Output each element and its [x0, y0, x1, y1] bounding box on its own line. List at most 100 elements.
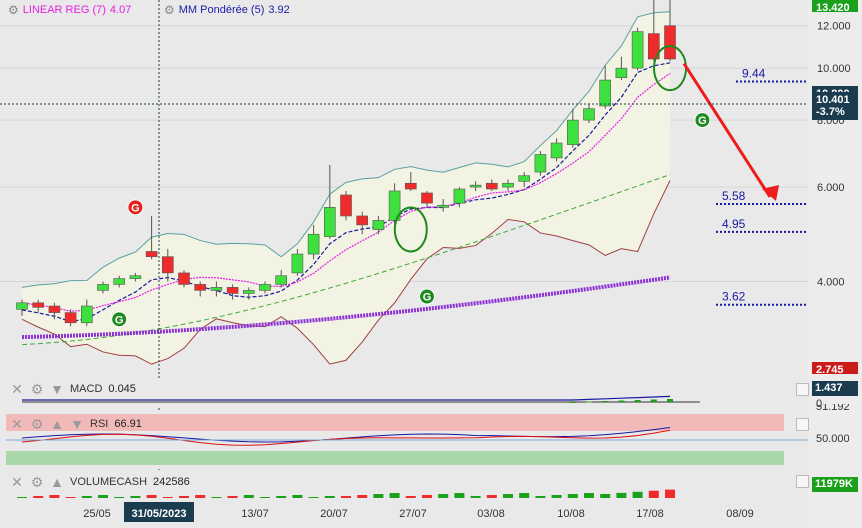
candle-body [81, 305, 93, 324]
macd-histogram-bar [650, 399, 657, 402]
volume-bar [324, 496, 335, 498]
mm-legend[interactable]: ⚙ MM Pondérée (5) 3.92 [164, 2, 290, 18]
price-tick-label: 4.000 [817, 276, 845, 288]
bottom-price-badge-bg [812, 362, 858, 374]
volume-bar [486, 495, 497, 498]
overlay-layer [393, 45, 779, 253]
rsi-checkbox[interactable] [796, 418, 809, 431]
gear-icon[interactable]: ⚙ [164, 3, 175, 17]
volume-bar [114, 497, 125, 498]
candle-body [534, 154, 547, 173]
candle-body [647, 33, 660, 60]
price-tick-label: 12.000 [817, 21, 851, 33]
candle-body [275, 275, 288, 285]
rsi-header: ✕ ⚙ ▲ ▼ RSI 66.91 [10, 415, 142, 433]
rsi-partial-badge: 51.192 [816, 404, 850, 413]
close-icon[interactable]: ✕ [11, 473, 23, 490]
mm-ponderee-line [21, 62, 671, 323]
macd-pane [22, 395, 700, 403]
volume-bar [130, 496, 141, 498]
gear-icon[interactable]: ⚙ [30, 415, 44, 432]
date-label: 20/07 [320, 508, 348, 520]
volume-bar [373, 494, 384, 498]
bottom-price-badge: 2.745 [812, 362, 858, 376]
candle-body [129, 275, 142, 279]
price-tick-label: 10.000 [817, 63, 851, 75]
date-label: 17/08 [636, 508, 664, 520]
macd-pane-bg [0, 378, 808, 408]
date-label: 03/08 [477, 508, 505, 520]
volume-value: 242586 [153, 476, 190, 488]
volume-bar [308, 497, 319, 498]
rsi-overbought-zone [6, 414, 784, 431]
volume-bar [600, 494, 611, 498]
rsi-name: RSI [90, 418, 109, 430]
macd-value: 0.045 [108, 383, 136, 395]
volume-bar [551, 495, 562, 498]
level-label: 5.58 [722, 189, 746, 203]
indicator-lines [21, 62, 671, 346]
projection-arrow-shaft [682, 62, 772, 198]
candle-body [16, 302, 28, 310]
volume-bar [243, 495, 254, 498]
candle-body [421, 192, 433, 204]
macd-histogram-bar [602, 401, 609, 402]
volume-checkbox[interactable] [796, 475, 809, 488]
linreg-legend[interactable]: ⚙ LINEAR REG (7) 4.07 [8, 2, 131, 18]
candle-body [259, 284, 271, 291]
volume-bar [665, 489, 675, 498]
macd-zero-label: 0 [816, 398, 823, 410]
gear-icon[interactable]: ⚙ [30, 380, 44, 397]
macd-histogram-bar [569, 402, 576, 403]
candle-body [340, 194, 352, 217]
bollinger-lower-line [21, 180, 671, 365]
volume-bar [389, 493, 400, 498]
rsi-axis-label: 50.000 [816, 433, 850, 445]
projection-arrow-head [762, 184, 779, 201]
candle-body [518, 175, 531, 182]
candle-body [453, 188, 466, 204]
macd-histogram-bar [618, 400, 625, 402]
rsi-value: 66.91 [114, 418, 142, 430]
close-icon[interactable]: ✕ [11, 380, 23, 397]
candle-body [113, 278, 125, 285]
volume-bar [632, 491, 643, 498]
volume-bar [535, 496, 546, 498]
base-support-line [21, 275, 671, 340]
volume-bar [179, 496, 189, 498]
price-tick-label: 6.000 [817, 182, 845, 194]
arrow-up-icon[interactable]: ▲ [50, 416, 64, 432]
mm-value: 3.92 [268, 4, 290, 16]
candle-body [291, 253, 304, 274]
signal-label: G [698, 115, 707, 127]
arrow-down-icon[interactable]: ▼ [70, 416, 84, 432]
volume-name: VOLUMECASH [70, 476, 148, 488]
macd-checkbox[interactable] [796, 383, 809, 396]
close-icon[interactable]: ✕ [11, 415, 23, 432]
volume-bar [584, 493, 594, 498]
arrow-up-icon[interactable]: ▲ [50, 474, 64, 490]
signal-marker [694, 112, 711, 129]
date-label: 08/09 [726, 508, 754, 520]
rsi-pane [6, 426, 808, 446]
volume-pane [17, 489, 675, 498]
gear-icon[interactable]: ⚙ [30, 473, 44, 490]
candle-body [550, 142, 563, 159]
volume-bar [276, 496, 287, 498]
macd-name: MACD [70, 383, 103, 395]
macd-histogram-bar [634, 400, 641, 402]
arrow-down-icon[interactable]: ▼ [50, 381, 64, 397]
candle-body [664, 25, 676, 60]
candle-body [162, 256, 174, 274]
volume-bar [17, 497, 27, 498]
volume-bar [648, 490, 659, 498]
cursor-price-badge-text: 10.401 [816, 94, 850, 106]
candle-body [437, 204, 450, 208]
signals-layer: G G G G [111, 112, 711, 328]
gear-icon[interactable]: ⚙ [8, 3, 19, 17]
candle-body [615, 67, 628, 78]
volume-bar [65, 497, 76, 498]
signal-label: G [423, 292, 432, 304]
volume-bar [503, 494, 513, 498]
